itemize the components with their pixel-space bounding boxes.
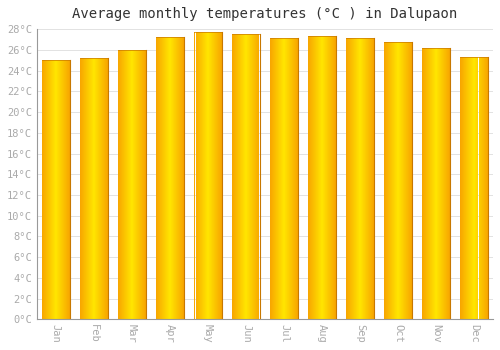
Title: Average monthly temperatures (°C ) in Dalupaon: Average monthly temperatures (°C ) in Da… <box>72 7 458 21</box>
